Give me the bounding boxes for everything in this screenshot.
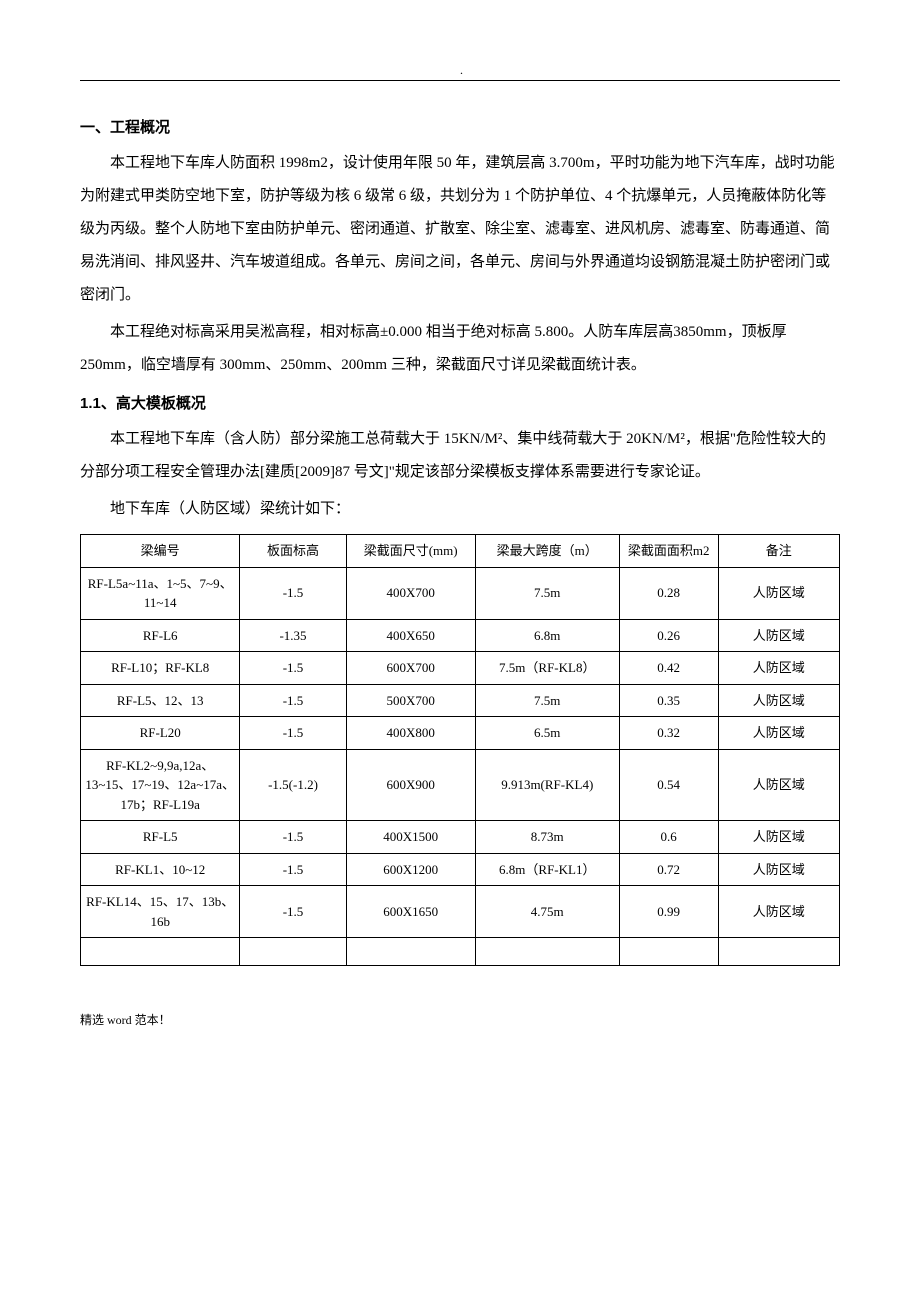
table-cell: 人防区域: [718, 886, 840, 938]
table-cell: RF-L6: [81, 619, 240, 652]
table-row: RF-L6 -1.35 400X650 6.8m 0.26 人防区域: [81, 619, 840, 652]
table-cell: 600X1650: [346, 886, 475, 938]
table-row: RF-L20 -1.5 400X800 6.5m 0.32 人防区域: [81, 717, 840, 750]
table-cell: 人防区域: [718, 853, 840, 886]
table-header-cell: 梁编号: [81, 535, 240, 568]
table-cell: RF-L20: [81, 717, 240, 750]
beam-statistics-table: 梁编号 板面标高 梁截面尺寸(mm) 梁最大跨度（m） 梁截面面积m2 备注 R…: [80, 534, 840, 966]
table-cell: 4.75m: [475, 886, 619, 938]
paragraph-4: 地下车库（人防区域）梁统计如下：: [80, 493, 840, 526]
table-cell: 600X700: [346, 652, 475, 685]
table-cell: 400X800: [346, 717, 475, 750]
table-cell: RF-KL14、15、17、13b、16b: [81, 886, 240, 938]
subsection-heading-1-1: 1.1、高大模板概况: [80, 392, 840, 413]
table-cell: 8.73m: [475, 821, 619, 854]
table-cell: RF-L5: [81, 821, 240, 854]
table-cell: -1.5: [240, 853, 346, 886]
table-cell: 0.72: [619, 853, 718, 886]
table-cell: 人防区域: [718, 749, 840, 821]
table-header-cell: 梁截面面积m2: [619, 535, 718, 568]
table-cell: 0.54: [619, 749, 718, 821]
table-cell: 400X1500: [346, 821, 475, 854]
table-row: RF-L10；RF-KL8 -1.5 600X700 7.5m（RF-KL8） …: [81, 652, 840, 685]
table-row: RF-KL14、15、17、13b、16b -1.5 600X1650 4.75…: [81, 886, 840, 938]
table-cell-empty: [346, 938, 475, 966]
table-cell: 人防区域: [718, 652, 840, 685]
table-cell: RF-L5a~11a、1~5、7~9、11~14: [81, 567, 240, 619]
table-header-cell: 备注: [718, 535, 840, 568]
paragraph-2: 本工程绝对标高采用吴淞高程，相对标高±0.000 相当于绝对标高 5.800。人…: [80, 316, 840, 382]
table-cell: 0.28: [619, 567, 718, 619]
table-cell-empty: [240, 938, 346, 966]
table-cell: -1.5: [240, 652, 346, 685]
table-cell: 人防区域: [718, 619, 840, 652]
table-row: RF-L5 -1.5 400X1500 8.73m 0.6 人防区域: [81, 821, 840, 854]
section-heading-1: 一、工程概况: [80, 116, 840, 137]
table-cell: -1.5: [240, 567, 346, 619]
table-cell-empty: [475, 938, 619, 966]
table-cell: -1.5(-1.2): [240, 749, 346, 821]
table-cell-empty: [718, 938, 840, 966]
table-cell: 9.913m(RF-KL4): [475, 749, 619, 821]
table-cell: 6.8m（RF-KL1）: [475, 853, 619, 886]
table-cell: 400X650: [346, 619, 475, 652]
table-body: RF-L5a~11a、1~5、7~9、11~14 -1.5 400X700 7.…: [81, 567, 840, 966]
table-cell: RF-L10；RF-KL8: [81, 652, 240, 685]
table-cell: 400X700: [346, 567, 475, 619]
table-cell-empty: [619, 938, 718, 966]
table-cell: 7.5m: [475, 684, 619, 717]
table-header-row: 梁编号 板面标高 梁截面尺寸(mm) 梁最大跨度（m） 梁截面面积m2 备注: [81, 535, 840, 568]
table-header-cell: 梁截面尺寸(mm): [346, 535, 475, 568]
horizontal-rule: [80, 80, 840, 81]
table-cell: RF-KL2~9,9a,12a、13~15、17~19、12a~17a、17b；…: [81, 749, 240, 821]
table-cell: 600X1200: [346, 853, 475, 886]
table-cell: 0.35: [619, 684, 718, 717]
table-cell: -1.35: [240, 619, 346, 652]
table-cell: 7.5m: [475, 567, 619, 619]
table-row: RF-L5a~11a、1~5、7~9、11~14 -1.5 400X700 7.…: [81, 567, 840, 619]
table-cell: 人防区域: [718, 684, 840, 717]
table-cell: 500X700: [346, 684, 475, 717]
table-cell: -1.5: [240, 821, 346, 854]
table-cell: 人防区域: [718, 717, 840, 750]
table-header-cell: 梁最大跨度（m）: [475, 535, 619, 568]
table-row: RF-KL2~9,9a,12a、13~15、17~19、12a~17a、17b；…: [81, 749, 840, 821]
table-cell: RF-KL1、10~12: [81, 853, 240, 886]
table-cell: 0.6: [619, 821, 718, 854]
table-cell: -1.5: [240, 886, 346, 938]
table-cell: 0.26: [619, 619, 718, 652]
table-cell: 0.42: [619, 652, 718, 685]
table-cell: 人防区域: [718, 567, 840, 619]
table-empty-row: [81, 938, 840, 966]
table-header-cell: 板面标高: [240, 535, 346, 568]
table-cell: -1.5: [240, 684, 346, 717]
table-cell: 6.8m: [475, 619, 619, 652]
table-cell: RF-L5、12、13: [81, 684, 240, 717]
table-cell: 7.5m（RF-KL8）: [475, 652, 619, 685]
table-cell: 0.32: [619, 717, 718, 750]
table-cell: 0.99: [619, 886, 718, 938]
table-cell: 人防区域: [718, 821, 840, 854]
footer-text: 精选 word 范本！: [80, 1011, 840, 1028]
table-row: RF-KL1、10~12 -1.5 600X1200 6.8m（RF-KL1） …: [81, 853, 840, 886]
table-cell: 600X900: [346, 749, 475, 821]
table-cell: 6.5m: [475, 717, 619, 750]
table-cell-empty: [81, 938, 240, 966]
table-cell: -1.5: [240, 717, 346, 750]
paragraph-3: 本工程地下车库（含人防）部分梁施工总荷载大于 15KN/M²、集中线荷载大于 2…: [80, 423, 840, 489]
table-row: RF-L5、12、13 -1.5 500X700 7.5m 0.35 人防区域: [81, 684, 840, 717]
paragraph-1: 本工程地下车库人防面积 1998m2，设计使用年限 50 年，建筑层高 3.70…: [80, 147, 840, 312]
